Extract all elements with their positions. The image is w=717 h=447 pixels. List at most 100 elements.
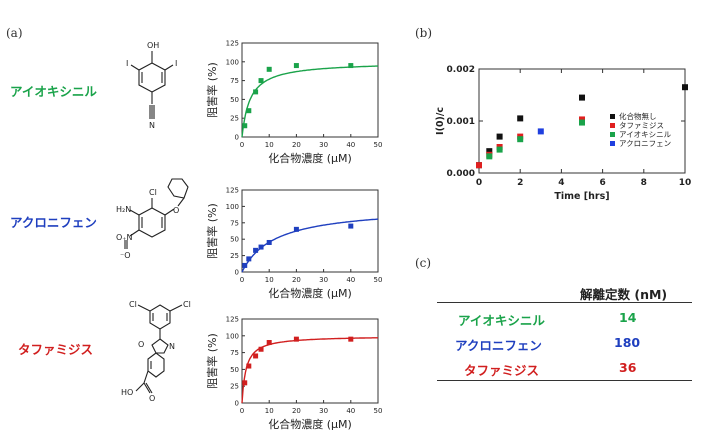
x-tick-label: 40 [346, 276, 355, 284]
table-row-value: 14 [619, 310, 637, 325]
data-point [496, 146, 503, 153]
legend-swatch [610, 132, 615, 137]
y-tick-label: 0 [235, 269, 239, 277]
tafamidis-structure: Cl Cl O N HO O [121, 300, 191, 403]
data-point [537, 128, 544, 135]
x-tick-label: 0 [240, 141, 244, 149]
data-point [246, 256, 252, 262]
data-point [293, 226, 299, 232]
table-row-value: 36 [619, 360, 637, 375]
panel-label-b: (b) [415, 26, 433, 40]
data-point [266, 340, 272, 346]
x-tick-label: 30 [319, 141, 328, 149]
x-tick-label: 40 [346, 407, 355, 415]
data-point [242, 262, 248, 268]
x-tick-label: 50 [374, 276, 383, 284]
x-tick-label: 10 [679, 178, 692, 188]
data-point [246, 108, 252, 114]
x-tick-label: 0 [240, 407, 244, 415]
ioxynil-i-right-label: I [175, 59, 177, 68]
ioxynil-oh-label: OH [147, 41, 159, 50]
table-bottom-rule [437, 380, 692, 381]
compound-name-aclonifen: アクロニフェン [10, 215, 97, 230]
data-point [258, 244, 264, 250]
data-point [348, 336, 354, 342]
ioxynil-inhibition-chart: 0 10 20 30 40 50 0 25 50 75 100 125 化合物濃度 (μM) 阻害率 (%… [205, 40, 383, 166]
ioxynil-i-left-label: I [126, 59, 128, 68]
aclonifen-inhibition-chart: 0 10 20 30 40 50 0 25 50 75 100 125 化合物濃度 (μM) 阻害率 (%… [205, 187, 383, 301]
y-tick-label: 50 [230, 96, 239, 104]
legend-swatch [610, 114, 615, 119]
y-tick-label: 0 [235, 400, 239, 408]
data-point [253, 89, 259, 95]
y-tick-label: 25 [230, 383, 239, 391]
plot-frame [241, 189, 379, 273]
data-point [579, 116, 585, 123]
legend-swatch [610, 123, 615, 128]
compound-name-tafamidis: タファミジス [18, 342, 94, 357]
x-axis-label: 化合物濃度 (μM) [268, 151, 352, 165]
fit-curve [241, 337, 378, 404]
data-point [246, 363, 252, 369]
data-point [266, 66, 272, 72]
tafamidis-cl-right-label: Cl [183, 300, 191, 309]
aclonifen-o-minus-label: ⁻O [120, 251, 131, 260]
legend-label: 化合物無し [619, 111, 657, 121]
data-point [517, 136, 524, 143]
x-tick-label: 10 [265, 141, 274, 149]
x-axis-label: 化合物濃度 (μM) [268, 417, 352, 431]
y-tick-label: 25 [230, 252, 239, 260]
y-axis-label: I(0)/c [435, 107, 446, 135]
legend-label: タファミジス [619, 121, 664, 130]
ioxynil-n-label: N [149, 121, 155, 130]
aclonifen-nh2-label: H₂N [116, 205, 131, 214]
data-point [293, 336, 299, 342]
plot-frame [241, 318, 379, 404]
tafamidis-carbonyl-o-label: O [149, 394, 155, 403]
data-point [266, 239, 272, 245]
table-row-name: アクロニフェン [455, 338, 542, 353]
x-tick-label: 20 [292, 141, 301, 149]
plot-frame [241, 42, 379, 138]
x-axis-label: Time [hrs] [554, 191, 609, 202]
data-point [258, 78, 264, 84]
y-axis-label: 阻害率 (%) [205, 203, 219, 259]
y-tick-label: 75 [230, 77, 239, 85]
tafamidis-o-label: O [138, 340, 144, 349]
data-point [258, 346, 264, 352]
tafamidis-inhibition-chart: 0 10 20 30 40 50 0 25 50 75 100 125 化合物濃度 (μM) 阻害率 (%… [205, 316, 382, 432]
y-tick-label: 75 [230, 349, 239, 357]
x-tick-label: 0 [240, 276, 244, 284]
compound-name-ioxynil: アイオキシニル [10, 84, 97, 99]
data-point [293, 63, 299, 69]
x-tick-label: 4 [558, 178, 564, 188]
x-tick-label: 10 [265, 276, 274, 284]
data-point [579, 119, 585, 126]
x-tick-label: 20 [292, 276, 301, 284]
aclonifen-structure: Cl O H₂N O₊N ⁻O [116, 178, 189, 260]
data-point [242, 123, 248, 129]
x-tick-label: 30 [319, 276, 328, 284]
data-point [476, 162, 482, 169]
time-course-chart: 0 2 4 6 8 10 0.000 0.001 0.002 Time [hrs] I(0)/c 化合… [435, 65, 692, 202]
y-axis-label: 阻害率 (%) [205, 62, 219, 118]
y-tick-label: 0.001 [447, 117, 475, 127]
data-point [486, 148, 493, 155]
table-row-name: アイオキシニル [458, 313, 545, 328]
y-tick-label: 0 [235, 134, 239, 142]
tafamidis-ho-label: HO [121, 388, 133, 397]
y-axis-label: 阻害率 (%) [205, 333, 219, 389]
y-tick-label: 100 [226, 203, 239, 211]
y-tick-label: 0.000 [447, 169, 475, 179]
x-tick-label: 0 [476, 178, 482, 188]
x-tick-label: 50 [374, 141, 383, 149]
y-tick-label: 75 [230, 219, 239, 227]
table-row-value: 180 [614, 335, 641, 350]
x-tick-label: 20 [292, 407, 301, 415]
x-axis-label: 化合物濃度 (μM) [268, 286, 352, 300]
data-point [242, 380, 248, 386]
aclonifen-no2-label: O₊N [116, 233, 133, 242]
x-tick-label: 6 [599, 178, 605, 188]
x-tick-label: 40 [346, 141, 355, 149]
aclonifen-cl-label: Cl [149, 188, 157, 197]
